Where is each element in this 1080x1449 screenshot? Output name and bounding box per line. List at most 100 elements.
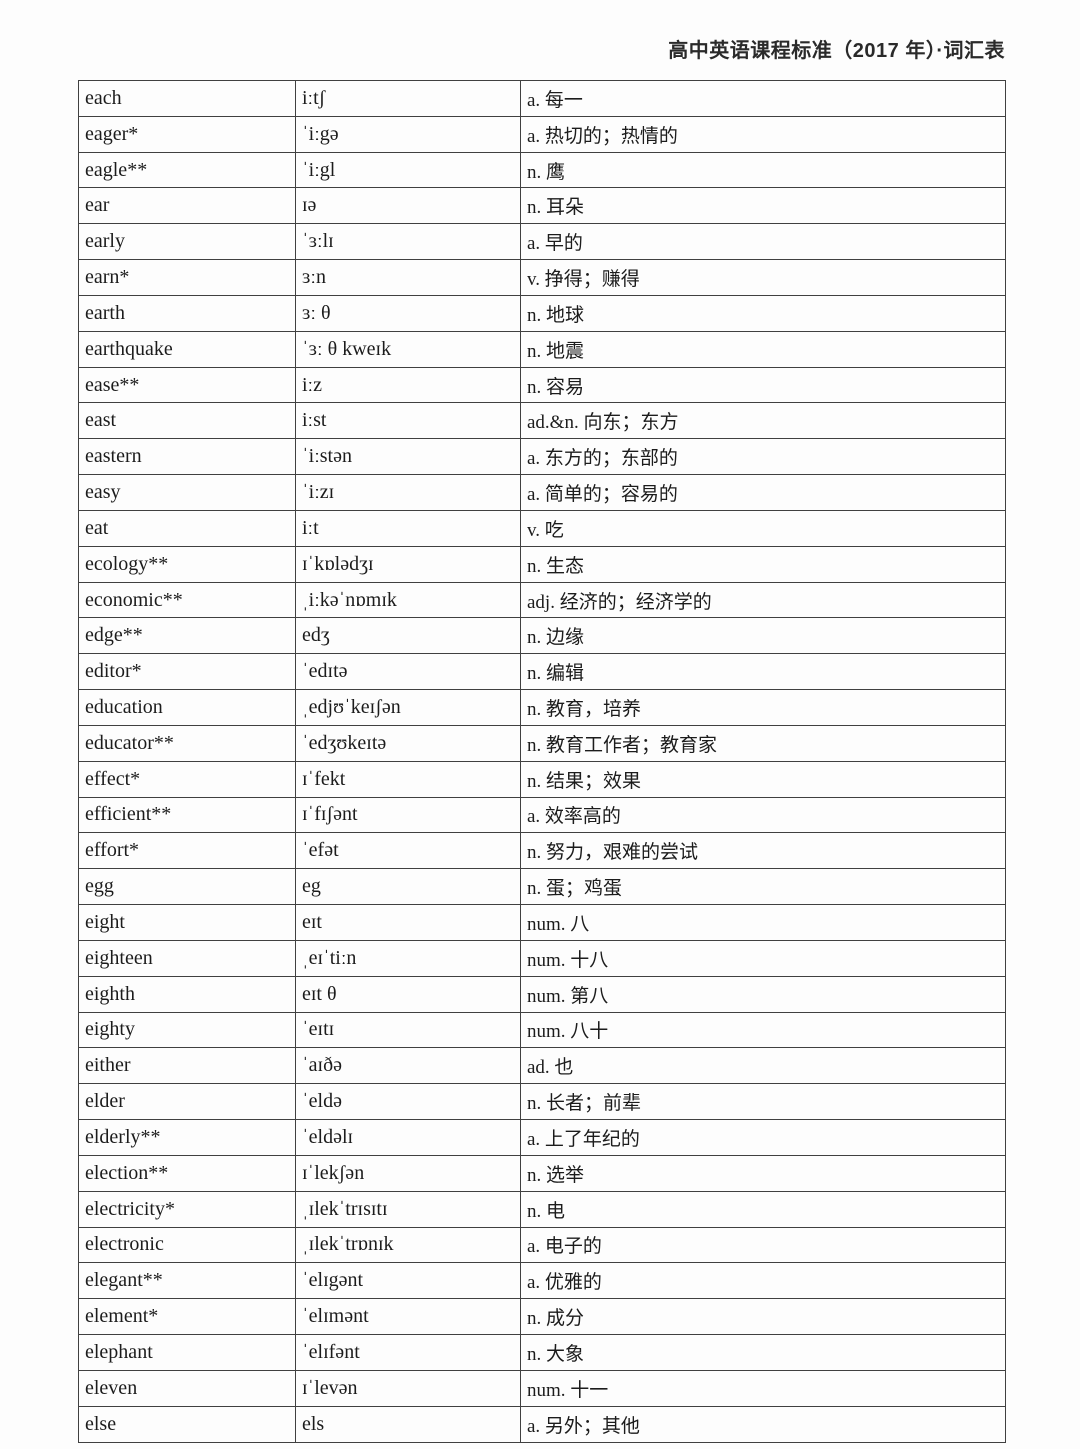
definition-cell: v. 吃 (520, 509, 1006, 547)
word-cell: easy (78, 474, 296, 511)
word-cell: eighteen (78, 939, 296, 977)
vocab-table: each iːtʃ a. 每一 eager* ˈiːgə a. 热切的；热情的 eagle*… (78, 80, 1006, 1444)
ipa-cell: ɪə (295, 187, 521, 225)
ipa-cell: ˈedɪtə (295, 653, 521, 691)
ipa-cell: els (295, 1405, 521, 1444)
word-cell: editor* (78, 653, 296, 691)
definition-cell: a. 上了年纪的 (520, 1119, 1006, 1156)
ipa-cell: ˈeldəlɪ (295, 1119, 521, 1156)
ipa-cell: iːz (295, 366, 521, 404)
definition-cell: v. 挣得；赚得 (520, 259, 1006, 296)
word-cell: eastern (78, 438, 296, 476)
ipa-cell: eɪt (295, 904, 521, 941)
table-row: effect* ɪˈfekt n. 结果；效果 (78, 760, 1006, 798)
ipa-cell: ˈeɪtɪ (295, 1011, 521, 1049)
ipa-cell: ɜː θ (295, 294, 521, 332)
definition-cell: n. 编辑 (520, 653, 1006, 691)
table-row: elderly** ˈeldəlɪ a. 上了年纪的 (78, 1119, 1006, 1156)
word-cell: earthquake (78, 330, 296, 368)
word-cell: eighty (78, 1011, 296, 1049)
word-cell: ease** (78, 366, 296, 404)
definition-cell: a. 优雅的 (520, 1262, 1006, 1300)
definition-cell: num. 八 (520, 904, 1006, 941)
ipa-cell: ˈelɪfənt (295, 1333, 521, 1371)
table-row: elder ˈeldə n. 长者；前辈 (78, 1083, 1006, 1121)
word-cell: election** (78, 1154, 296, 1192)
ipa-cell: iːt (295, 509, 521, 547)
definition-cell: num. 第八 (520, 975, 1006, 1013)
definition-cell: n. 边缘 (520, 617, 1006, 655)
word-cell: ecology** (78, 545, 296, 583)
definition-cell: n. 鹰 (520, 151, 1006, 189)
word-cell: elephant (78, 1333, 296, 1371)
ipa-cell: ˌɪlekˈtrɒnɪk (295, 1226, 521, 1264)
ipa-cell: ˌiːkəˈnɒmɪk (295, 581, 521, 619)
definition-cell: n. 结果；效果 (520, 760, 1006, 798)
word-cell: egg (78, 868, 296, 906)
table-row: eighty ˈeɪtɪ num. 八十 (78, 1011, 1006, 1049)
definition-cell: n. 地球 (520, 294, 1006, 332)
word-cell: eight (78, 904, 296, 941)
page-header-title: 高中英语课程标准（2017 年）·词汇表 (668, 40, 1005, 62)
definition-cell: n. 蛋；鸡蛋 (520, 868, 1006, 906)
table-row: electronic ˌɪlekˈtrɒnɪk a. 电子的 (78, 1226, 1006, 1264)
word-cell: edge** (78, 617, 296, 655)
ipa-cell: ˈeldə (295, 1083, 521, 1121)
ipa-cell: iːtʃ (295, 80, 521, 117)
word-cell: eleven (78, 1369, 296, 1407)
word-cell: eighth (78, 975, 296, 1013)
ipa-cell: ɪˈfekt (295, 760, 521, 798)
definition-cell: n. 长者；前辈 (520, 1083, 1006, 1121)
ipa-cell: ˈelɪgənt (295, 1262, 521, 1300)
word-cell: either (78, 1047, 296, 1085)
table-row: eat iːt v. 吃 (78, 509, 1006, 547)
definition-cell: num. 十八 (520, 939, 1006, 977)
definition-cell: ad.&n. 向东；东方 (520, 402, 1006, 440)
table-row: eleven ɪˈlevən num. 十一 (78, 1369, 1006, 1407)
word-cell: effort* (78, 832, 296, 870)
ipa-cell: ˈiːgə (295, 115, 521, 153)
definition-cell: a. 另外；其他 (520, 1405, 1006, 1444)
table-row: education ˌedjʊˈkeɪʃən n. 教育，培养 (78, 689, 1006, 726)
table-row: east iːst ad.&n. 向东；东方 (78, 402, 1006, 440)
definition-cell: num. 八十 (520, 1011, 1006, 1049)
word-cell: eagle** (78, 151, 296, 189)
definition-cell: a. 东方的；东部的 (520, 438, 1006, 476)
table-row: educator** ˈedʒʊkeɪtə n. 教育工作者；教育家 (78, 724, 1006, 762)
ipa-cell: ˈɜːlɪ (295, 223, 521, 261)
table-row: ear ɪə n. 耳朵 (78, 187, 1006, 225)
ipa-cell: iːst (295, 402, 521, 440)
ipa-cell: ɪˈkɒlədʒɪ (295, 545, 521, 583)
word-cell: ear (78, 187, 296, 225)
table-row: easy ˈiːzɪ a. 简单的；容易的 (78, 474, 1006, 511)
table-row: effort* ˈefət n. 努力，艰难的尝试 (78, 832, 1006, 870)
word-cell: education (78, 689, 296, 726)
definition-cell: n. 大象 (520, 1333, 1006, 1371)
word-cell: economic** (78, 581, 296, 619)
word-cell: elderly** (78, 1119, 296, 1156)
ipa-cell: ɪˈlekʃən (295, 1154, 521, 1192)
word-cell: each (78, 80, 296, 117)
table-row: either ˈaɪðə ad. 也 (78, 1047, 1006, 1085)
word-cell: educator** (78, 724, 296, 762)
ipa-cell: ɪˈfɪʃənt (295, 796, 521, 834)
table-row: earth ɜː θ n. 地球 (78, 294, 1006, 332)
word-cell: electronic (78, 1226, 296, 1264)
table-row: eagle** ˈiːgl n. 鹰 (78, 151, 1006, 189)
definition-cell: a. 效率高的 (520, 796, 1006, 834)
table-row: eighth eɪt θ num. 第八 (78, 975, 1006, 1013)
table-row: early ˈɜːlɪ a. 早的 (78, 223, 1006, 261)
table-row: elephant ˈelɪfənt n. 大象 (78, 1333, 1006, 1371)
definition-cell: ad. 也 (520, 1047, 1006, 1085)
definition-cell: n. 生态 (520, 545, 1006, 583)
table-row: economic** ˌiːkəˈnɒmɪk adj. 经济的；经济学的 (78, 581, 1006, 619)
word-cell: electricity* (78, 1190, 296, 1228)
ipa-cell: ˈiːstən (295, 438, 521, 476)
ipa-cell: ˌɪlekˈtrɪsɪtɪ (295, 1190, 521, 1228)
definition-cell: a. 简单的；容易的 (520, 474, 1006, 511)
table-row: element* ˈelɪmənt n. 成分 (78, 1298, 1006, 1335)
ipa-cell: ˈaɪðə (295, 1047, 521, 1085)
ipa-cell: eg (295, 868, 521, 906)
definition-cell: a. 早的 (520, 223, 1006, 261)
word-cell: else (78, 1405, 296, 1444)
